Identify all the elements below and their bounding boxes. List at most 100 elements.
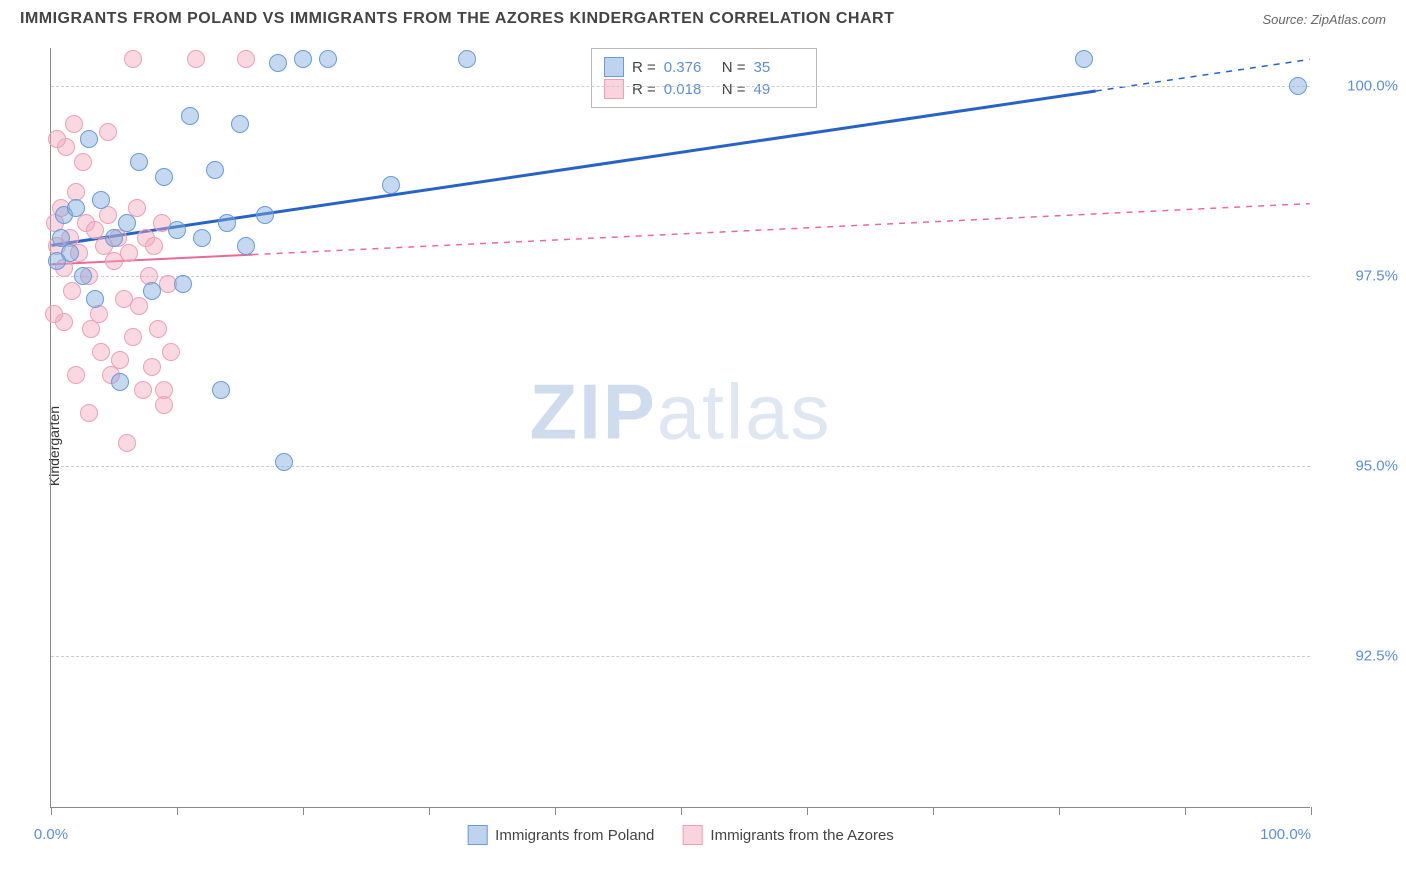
data-point xyxy=(65,115,83,133)
data-point xyxy=(218,214,236,232)
source-attribution: Source: ZipAtlas.com xyxy=(1262,12,1386,27)
data-point xyxy=(130,297,148,315)
data-point xyxy=(206,161,224,179)
scatter-plot: ZIPatlas R = 0.376 N = 35 R = 0.018 N = … xyxy=(50,48,1310,808)
x-tick xyxy=(177,807,178,815)
data-point xyxy=(155,381,173,399)
data-point xyxy=(155,168,173,186)
data-point xyxy=(458,50,476,68)
gridline xyxy=(51,276,1310,277)
data-point xyxy=(212,381,230,399)
legend-row: R = 0.376 N = 35 xyxy=(604,57,804,77)
data-point xyxy=(99,123,117,141)
data-point xyxy=(168,221,186,239)
x-tick xyxy=(1311,807,1312,815)
data-point xyxy=(162,343,180,361)
n-label: N = xyxy=(722,59,746,76)
legend-label: Immigrants from the Azores xyxy=(710,827,893,844)
gridline xyxy=(51,656,1310,657)
x-tick xyxy=(51,807,52,815)
trend-lines xyxy=(51,48,1310,807)
x-tick xyxy=(555,807,556,815)
data-point xyxy=(134,381,152,399)
data-point xyxy=(120,244,138,262)
data-point xyxy=(1075,50,1093,68)
r-label: R = xyxy=(632,59,656,76)
data-point xyxy=(269,54,287,72)
data-point xyxy=(149,320,167,338)
r-label: R = xyxy=(632,81,656,98)
x-tick xyxy=(807,807,808,815)
x-tick xyxy=(933,807,934,815)
data-point xyxy=(80,404,98,422)
legend-swatch xyxy=(604,57,624,77)
data-point xyxy=(237,50,255,68)
legend-row: R = 0.018 N = 49 xyxy=(604,79,804,99)
data-point xyxy=(80,130,98,148)
data-point xyxy=(143,358,161,376)
x-tick xyxy=(1059,807,1060,815)
data-point xyxy=(111,373,129,391)
legend-swatch xyxy=(467,825,487,845)
data-point xyxy=(67,366,85,384)
data-point xyxy=(86,290,104,308)
x-tick xyxy=(681,807,682,815)
data-point xyxy=(237,237,255,255)
y-tick-label: 97.5% xyxy=(1318,268,1398,285)
legend-item: Immigrants from the Azores xyxy=(682,825,893,845)
x-tick-label: 100.0% xyxy=(1260,826,1311,843)
watermark: ZIPatlas xyxy=(529,367,831,458)
r-value: 0.018 xyxy=(664,81,714,98)
data-point xyxy=(48,130,66,148)
n-value: 35 xyxy=(754,59,804,76)
data-point xyxy=(187,50,205,68)
data-point xyxy=(275,453,293,471)
data-point xyxy=(90,305,108,323)
data-point xyxy=(67,199,85,217)
legend-swatch xyxy=(682,825,702,845)
data-point xyxy=(143,282,161,300)
n-label: N = xyxy=(722,81,746,98)
data-point xyxy=(111,351,129,369)
data-point xyxy=(181,107,199,125)
x-tick xyxy=(429,807,430,815)
data-point xyxy=(118,214,136,232)
correlation-legend: R = 0.376 N = 35 R = 0.018 N = 49 xyxy=(591,48,817,108)
y-tick-label: 95.0% xyxy=(1318,458,1398,475)
gridline xyxy=(51,466,1310,467)
data-point xyxy=(193,229,211,247)
data-point xyxy=(74,267,92,285)
data-point xyxy=(61,244,79,262)
data-point xyxy=(63,282,81,300)
data-point xyxy=(145,237,163,255)
y-tick-label: 100.0% xyxy=(1318,78,1398,95)
data-point xyxy=(92,343,110,361)
data-point xyxy=(92,191,110,209)
x-tick xyxy=(1185,807,1186,815)
legend-swatch xyxy=(604,79,624,99)
data-point xyxy=(1289,77,1307,95)
data-point xyxy=(174,275,192,293)
r-value: 0.376 xyxy=(664,59,714,76)
gridline xyxy=(51,86,1310,87)
chart-title: IMMIGRANTS FROM POLAND VS IMMIGRANTS FRO… xyxy=(20,10,894,28)
legend-label: Immigrants from Poland xyxy=(495,827,654,844)
data-point xyxy=(124,50,142,68)
data-point xyxy=(231,115,249,133)
data-point xyxy=(45,305,63,323)
x-tick-label: 0.0% xyxy=(34,826,68,843)
data-point xyxy=(130,153,148,171)
series-legend: Immigrants from Poland Immigrants from t… xyxy=(467,825,894,845)
data-point xyxy=(382,176,400,194)
data-point xyxy=(118,434,136,452)
data-point xyxy=(256,206,274,224)
y-tick-label: 92.5% xyxy=(1318,648,1398,665)
n-value: 49 xyxy=(754,81,804,98)
data-point xyxy=(105,229,123,247)
legend-item: Immigrants from Poland xyxy=(467,825,654,845)
x-tick xyxy=(303,807,304,815)
data-point xyxy=(124,328,142,346)
data-point xyxy=(74,153,92,171)
data-point xyxy=(294,50,312,68)
data-point xyxy=(319,50,337,68)
